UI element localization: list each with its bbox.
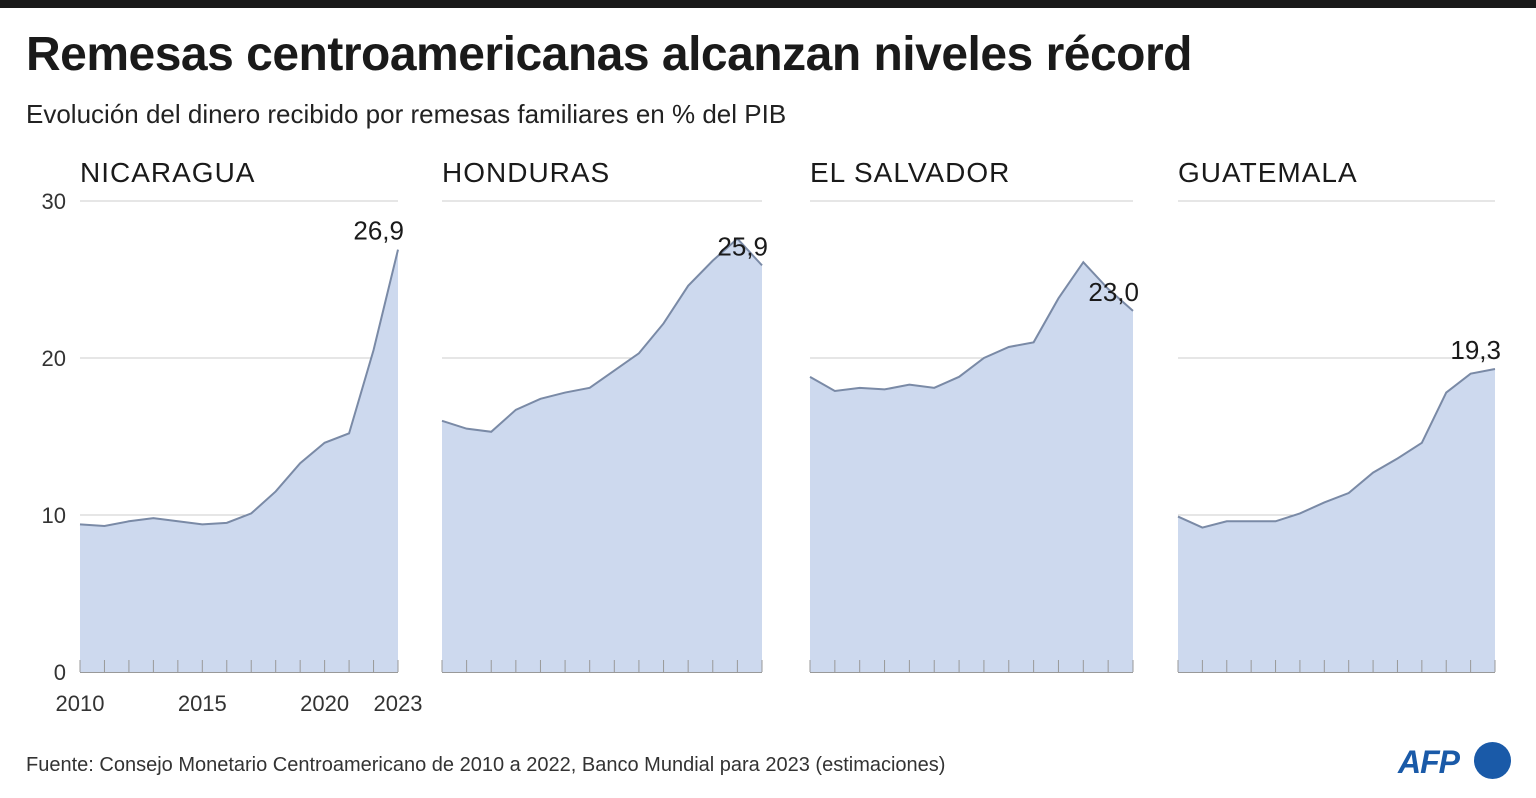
top-rule [0, 0, 1536, 8]
y-tick-label-20: 20 [42, 346, 66, 371]
value-label-el-salvador: 23,0 [1088, 277, 1139, 307]
y-tick-label-10: 10 [42, 503, 66, 528]
y-tick-label-0: 0 [54, 660, 66, 685]
panel-title-guatemala: GUATEMALA [1178, 157, 1358, 188]
panel-title-honduras: HONDURAS [442, 157, 610, 188]
x-tick-label-2023: 2023 [374, 691, 423, 716]
area-honduras [442, 238, 762, 672]
afp-logo: AFP [1398, 742, 1514, 782]
value-label-honduras: 25,9 [717, 231, 768, 261]
source-note: Fuente: Consejo Monetario Centroamerican… [26, 754, 946, 776]
series-line-nicaragua [79, 249, 399, 527]
x-tick-label-2010: 2010 [56, 691, 105, 716]
value-label-nicaragua: 26,9 [353, 216, 404, 246]
x-tick-label-2015: 2015 [178, 691, 227, 716]
chart-title: Remesas centroamericanas alcanzan nivele… [26, 28, 1192, 81]
y-tick-label-30: 30 [42, 189, 66, 214]
afp-logo-text: AFP [1398, 744, 1460, 780]
series-line-el-salvador [809, 260, 1134, 393]
series-line-honduras [441, 237, 763, 433]
area-el-salvador [810, 262, 1133, 672]
chart-subtitle: Evolución del dinero recibido por remesa… [26, 99, 787, 129]
panel-title-el-salvador: EL SALVADOR [810, 157, 1010, 188]
area-guatemala [1178, 368, 1495, 672]
afp-logo-dot [1474, 742, 1511, 779]
value-label-guatemala: 19,3 [1450, 335, 1501, 365]
series-line-guatemala [1177, 368, 1496, 529]
area-nicaragua [80, 249, 398, 673]
panel-title-nicaragua: NICARAGUA [80, 157, 255, 188]
x-tick-label-2020: 2020 [300, 691, 349, 716]
